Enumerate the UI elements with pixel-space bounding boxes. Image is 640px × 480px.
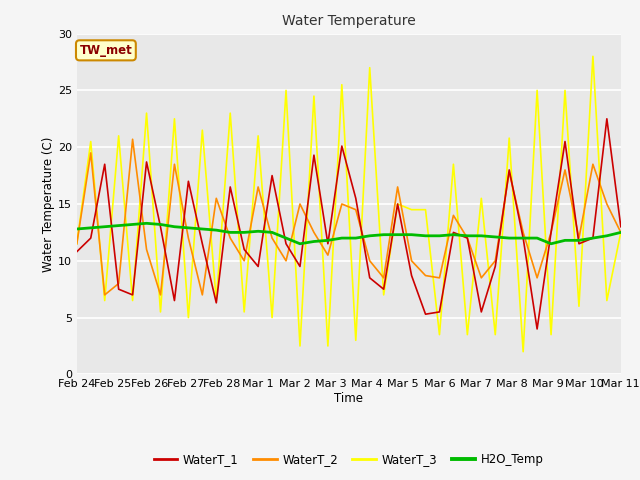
X-axis label: Time: Time <box>334 392 364 405</box>
Title: Water Temperature: Water Temperature <box>282 14 415 28</box>
Text: TW_met: TW_met <box>79 44 132 57</box>
Legend: WaterT_1, WaterT_2, WaterT_3, H2O_Temp: WaterT_1, WaterT_2, WaterT_3, H2O_Temp <box>148 448 549 471</box>
Y-axis label: Water Temperature (C): Water Temperature (C) <box>42 136 55 272</box>
